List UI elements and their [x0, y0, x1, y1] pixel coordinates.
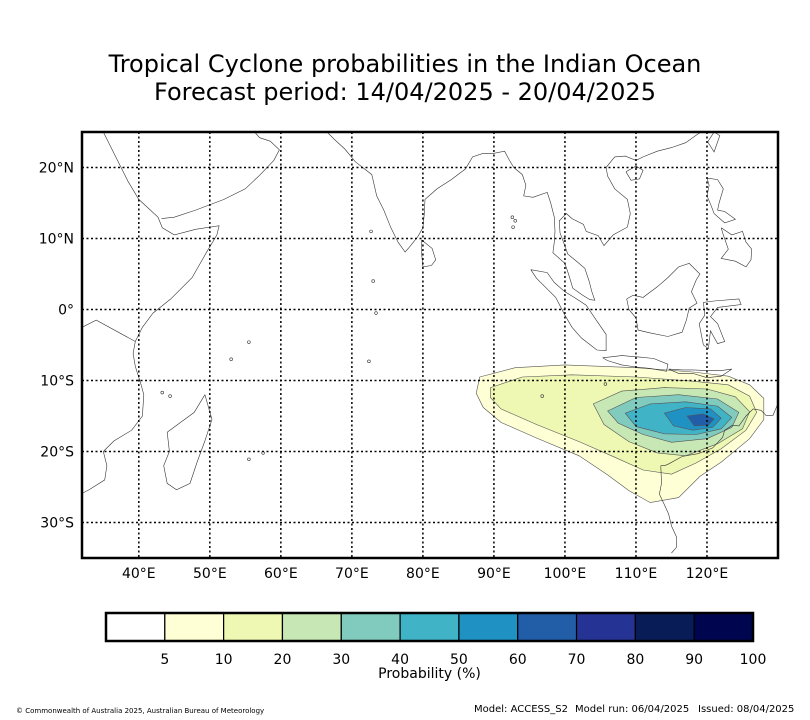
coastline-12 — [707, 132, 721, 153]
axis-tick-labels: 40°E 50°E 60°E 70°E 80°E 90°E 100°E 110°E 120°E 2… — [39, 161, 729, 583]
colorbar-segment — [164, 612, 225, 642]
model-name: Model: ACCESS_S2 — [474, 704, 568, 715]
coastline-14 — [82, 341, 145, 494]
colorbar-segment — [634, 612, 695, 642]
coastline-10 — [720, 227, 753, 268]
lat-tick-label: 20°N — [39, 161, 74, 177]
island-11 — [369, 229, 373, 234]
colorbar-tick-label: 60 — [509, 652, 527, 668]
colorbar-segment — [340, 612, 401, 642]
coastline-4 — [530, 269, 607, 352]
chart-title: Tropical Cyclone probabilities in the In… — [0, 50, 810, 106]
colorbar-tick-label: 5 — [160, 652, 169, 668]
island-3 — [168, 394, 172, 398]
lat-tick-label: 30°S — [40, 516, 74, 532]
colorbar-segment — [281, 612, 342, 642]
lon-tick-label: 80°E — [406, 566, 440, 582]
coastline-2 — [263, 132, 702, 301]
coastline-8 — [698, 298, 742, 350]
colorbar-segment — [575, 612, 636, 642]
map-frame — [80, 130, 780, 560]
colorbar: 5 10 20 30 40 50 60 70 80 90 100 Probability (%) — [104, 611, 767, 682]
coastline-5 — [602, 355, 669, 372]
copyright-text: © Commonwealth of Australia 2025, Austra… — [16, 707, 265, 715]
island-12 — [511, 225, 515, 229]
island-5 — [229, 357, 233, 361]
colorbar-tick-label: 100 — [740, 652, 767, 668]
lon-tick-label: 60°E — [264, 566, 298, 582]
colorbar-segment — [223, 612, 284, 642]
coastline-0 — [82, 132, 220, 342]
island-6 — [371, 279, 375, 283]
coastline-6 — [668, 368, 732, 379]
probability-contours — [475, 364, 765, 503]
colorbar-segment — [517, 612, 578, 642]
lon-tick-label: 70°E — [335, 566, 369, 582]
colorbar-tick-label: 10 — [215, 652, 233, 668]
island-10 — [603, 382, 608, 386]
lon-tick-label: 90°E — [477, 566, 511, 582]
colorbar-tick-label: 90 — [685, 652, 703, 668]
island-4 — [247, 340, 251, 344]
lon-tick-label: 100°E — [544, 566, 587, 582]
island-14 — [513, 219, 517, 223]
colorbar-tick-label: 40 — [391, 652, 409, 668]
colorbar-segment — [693, 612, 754, 642]
coastlines — [82, 132, 778, 554]
lat-tick-label: 10°N — [39, 232, 74, 248]
colorbar-label: Probability (%) — [378, 666, 481, 682]
colorbar-tick-label: 30 — [332, 652, 350, 668]
island-7 — [374, 311, 378, 315]
coastline-15 — [660, 403, 778, 467]
coastline-3 — [421, 239, 437, 268]
coastline-7 — [626, 263, 701, 337]
island-1 — [247, 457, 251, 462]
colorbar-tick-label: 80 — [626, 652, 644, 668]
island-8 — [367, 359, 371, 364]
lon-tick-label: 120°E — [686, 566, 729, 582]
colorbar-segment — [399, 612, 460, 642]
island-9 — [540, 394, 544, 398]
issued-date: Issued: 08/04/2025 — [698, 704, 795, 715]
coastline-11 — [625, 165, 644, 181]
lat-tick-label: 0° — [58, 303, 74, 319]
model-run-date: Model run: 06/04/2025 — [575, 704, 690, 715]
lat-tick-label: 20°S — [40, 445, 74, 461]
gridlines — [82, 132, 778, 558]
lon-tick-label: 40°E — [122, 566, 156, 582]
island-13 — [510, 215, 515, 219]
coastline-9 — [706, 177, 737, 224]
lat-tick-label: 10°S — [40, 374, 74, 390]
island-2 — [160, 390, 164, 395]
lon-tick-label: 50°E — [193, 566, 227, 582]
coastline-13 — [163, 394, 213, 491]
colorbar-tick-label: 50 — [450, 652, 468, 668]
colorbar-tick-label: 20 — [274, 652, 292, 668]
title-line-2: Forecast period: 14/04/2025 - 20/04/2025 — [154, 78, 656, 106]
colorbar-segment — [105, 612, 166, 642]
lon-tick-label: 110°E — [615, 566, 658, 582]
coastline-1 — [161, 132, 280, 219]
colorbar-tick-label: 70 — [568, 652, 586, 668]
coastline-16 — [659, 465, 677, 554]
colorbar-segment — [458, 612, 519, 642]
title-line-1: Tropical Cyclone probabilities in the In… — [108, 50, 702, 78]
